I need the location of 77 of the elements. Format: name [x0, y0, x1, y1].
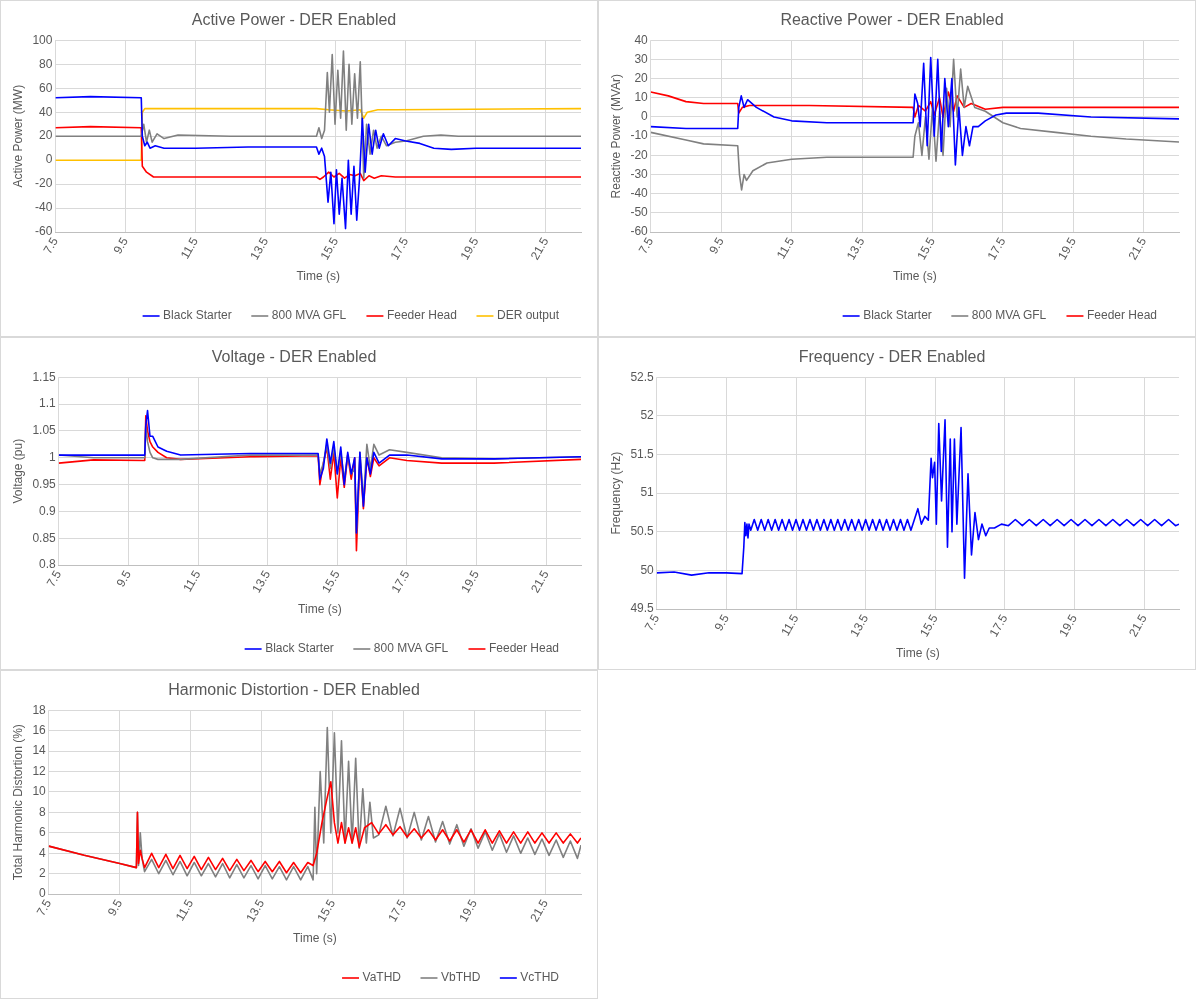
y-tick-label: 20 [634, 70, 649, 85]
legend-label: VcTHD [520, 970, 560, 985]
legend-label: 800 MVA GFL [271, 308, 347, 323]
chart-title: Frequency - DER Enabled [798, 348, 986, 366]
y-axis-title: Total Harmonic Distortion (%) [10, 724, 25, 881]
y-tick-label: 40 [39, 104, 53, 119]
y-tick-label: 4 [39, 845, 47, 860]
y-tick-label: 18 [32, 702, 47, 717]
x-tick-label: 7.5 [641, 611, 663, 634]
legend-label: Black Starter [863, 308, 932, 323]
y-tick-label: 14 [32, 743, 47, 758]
y-tick-label: 8 [39, 804, 47, 819]
legend-label: VaTHD [362, 970, 402, 985]
x-axis-title: Time (s) [296, 269, 340, 284]
x-axis-title: Time (s) [896, 646, 940, 661]
y-tick-label: 30 [634, 51, 649, 66]
y-tick-label: 10 [634, 90, 649, 105]
legend-label: DER output [496, 308, 560, 323]
y-tick-label: -30 [630, 166, 649, 181]
legend-label: 800 MVA GFL [373, 641, 449, 656]
y-axis-title: Active Power (MW) [10, 84, 25, 188]
y-tick-label: -40 [630, 186, 649, 201]
y-tick-label: -50 [630, 205, 649, 220]
x-axis-title: Time (s) [293, 931, 337, 946]
y-tick-label: 1.1 [39, 396, 57, 411]
legend-label: VbTHD [440, 970, 481, 985]
y-tick-label: 51.5 [630, 446, 655, 461]
y-tick-label: 52 [640, 408, 655, 423]
y-tick-label: 6 [39, 825, 47, 840]
x-tick-label: 7.5 [33, 896, 55, 919]
x-tick-label: 9.5 [711, 611, 733, 634]
y-tick-label: -10 [630, 128, 649, 143]
x-tick-label: 7.5 [635, 234, 657, 257]
y-axis-title: Reactive Power (MVAr) [608, 73, 623, 199]
x-tick-label: 7.5 [43, 567, 65, 590]
y-tick-label: 1.05 [32, 423, 57, 438]
y-tick-label: 20 [39, 128, 53, 143]
x-tick-label: 9.5 [706, 234, 727, 257]
chart-title: Voltage - DER Enabled [211, 348, 377, 366]
y-tick-label: 51 [640, 485, 655, 500]
chart-title: Active Power - DER Enabled [191, 11, 397, 29]
y-tick-label: 10 [32, 784, 47, 799]
y-tick-label: -20 [35, 176, 53, 191]
y-tick-label: 1.15 [32, 369, 57, 384]
y-tick-label: 100 [32, 32, 53, 47]
y-tick-label: -40 [35, 200, 53, 215]
y-tick-label: -20 [630, 147, 649, 162]
y-tick-label: 60 [39, 80, 53, 95]
legend-label: Black Starter [163, 308, 232, 323]
y-tick-label: 2 [39, 866, 47, 881]
legend-label: Feeder Head [488, 641, 559, 656]
y-tick-label: 0.95 [32, 476, 57, 491]
chart-title: Harmonic Distortion - DER Enabled [168, 681, 420, 699]
x-axis-title: Time (s) [298, 602, 342, 617]
y-tick-label: 0 [641, 109, 649, 124]
y-axis-title: Voltage (pu) [10, 438, 25, 504]
y-tick-label: 50 [640, 562, 655, 577]
y-axis-title: Frequency (Hz) [608, 451, 623, 535]
y-tick-label: 50.5 [630, 524, 655, 539]
y-tick-label: 0.9 [39, 503, 57, 518]
x-tick-label: 9.5 [104, 896, 126, 919]
y-tick-label: 40 [634, 32, 649, 47]
y-tick-label: 12 [32, 763, 47, 778]
y-tick-label: 52.5 [630, 369, 655, 384]
legend-label: 800 MVA GFL [971, 308, 1047, 323]
chart-title: Reactive Power - DER Enabled [780, 11, 1004, 29]
x-tick-label: 9.5 [110, 234, 132, 257]
legend-label: Black Starter [265, 641, 334, 656]
x-tick-label: 9.5 [113, 567, 135, 590]
y-tick-label: 16 [32, 722, 47, 737]
y-tick-label: 0 [45, 152, 53, 167]
y-tick-label: 80 [39, 56, 53, 71]
x-axis-title: Time (s) [893, 269, 937, 284]
legend-label: Feeder Head [386, 308, 457, 323]
y-tick-label: 0.85 [32, 530, 57, 545]
y-tick-label: 1 [49, 450, 57, 465]
legend-label: Feeder Head [1086, 308, 1157, 323]
